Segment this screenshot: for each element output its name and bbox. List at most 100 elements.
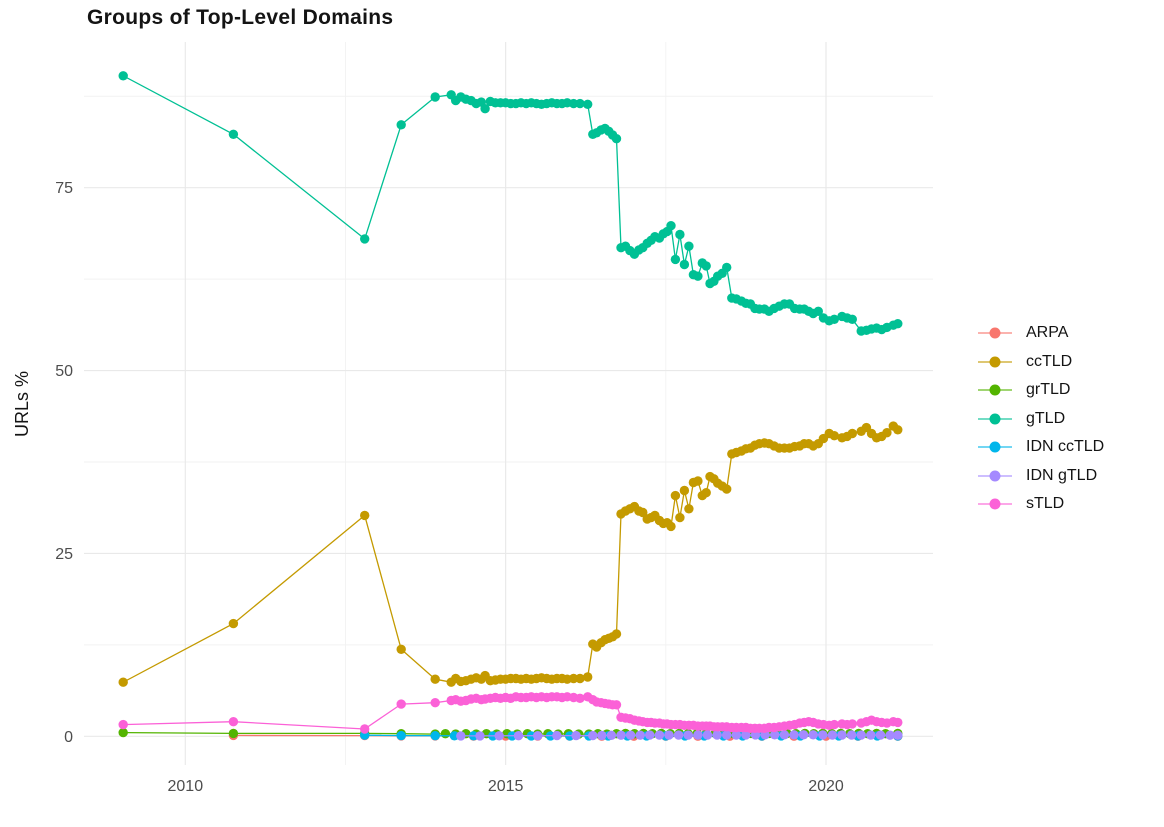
series-line [460,734,898,737]
data-point [701,488,711,498]
data-point [818,730,828,740]
data-point [893,717,903,728]
data-point [829,314,839,324]
legend-item-idn-gtld: IDN gTLD [978,465,1104,487]
legend-label: IDN gTLD [1026,466,1098,484]
data-point [741,730,751,740]
legend-key-point [989,327,1001,339]
data-point [837,730,847,740]
data-point [893,425,903,435]
data-point [789,730,799,740]
legend-label: IDN ccTLD [1026,438,1105,455]
data-point [856,730,866,740]
data-point [670,490,681,501]
data-point [847,314,857,324]
data-point [228,728,239,739]
data-point [611,629,622,639]
series-gtld [118,71,903,336]
legend-key-icon [978,470,1012,481]
data-point [396,699,406,709]
data-point [829,719,839,730]
data-point [575,693,585,703]
data-point [583,672,593,682]
y-tick-label: 25 [55,546,73,563]
data-point [846,730,857,740]
data-point [675,512,685,523]
series-idn-gtld [456,730,903,741]
data-point [654,730,665,740]
legend-item-grtld: grTLD [978,379,1104,401]
data-point [611,700,622,710]
data-point [722,484,732,494]
data-point [635,730,645,740]
legend-label: gTLD [1026,409,1066,427]
data-point [670,254,681,265]
data-point [430,731,440,741]
legend-item-cctld: ccTLD [978,351,1104,373]
data-point [430,698,440,708]
data-point [701,261,711,271]
y-tick-label: 0 [64,729,73,746]
data-point [625,730,636,740]
legend-key-point [989,441,1001,453]
data-point [829,431,839,441]
series-line [122,75,899,332]
data-point [360,234,370,244]
data-point [228,129,239,139]
y-tick-label: 75 [55,180,73,197]
x-tick-label: 2010 [168,778,204,795]
legend-key-icon [978,356,1012,367]
data-point [675,229,685,240]
data-point [118,677,128,687]
data-point [360,510,370,521]
data-point [813,306,823,316]
data-point [885,730,895,740]
data-point [847,719,857,729]
data-point [827,730,838,740]
data-point [588,730,598,741]
data-point [722,730,732,740]
data-point [396,644,406,654]
legend-key-point [989,413,1001,424]
data-point [616,730,626,740]
legend-label: ccTLD [1026,352,1073,370]
data-point [808,730,818,740]
legend-item-idn-cctld: IDN ccTLD [978,436,1104,458]
legend: ARPA ccTLD grTLD gTLD IDN ccTLD IDN gTLD sTLD [978,322,1104,515]
legend-key-icon [978,498,1012,510]
series-line [122,425,899,683]
data-point [611,134,622,144]
data-point [494,731,504,741]
data-point [666,221,676,231]
data-point [702,730,713,740]
legend-item-stld: sTLD [978,493,1104,515]
legend-key-point [989,470,1001,481]
data-point [228,717,239,727]
data-point [597,730,607,741]
legend-key-point [989,384,1001,396]
data-point [798,730,809,740]
legend-label: ARPA [1026,324,1069,341]
legend-item-gtld: gTLD [978,408,1104,430]
gridlines [84,42,933,765]
y-axis-title: URLs % [12,371,32,437]
data-point [693,730,703,740]
legend-key-icon [978,441,1012,453]
x-tick-label: 2015 [488,778,524,795]
data-point [575,673,585,684]
data-point [679,259,690,270]
data-point [693,476,703,486]
data-point [118,719,128,730]
axis-tick-labels: 0 25 50 75 2010 2015 2020 [55,180,844,795]
legend-key-point [989,356,1001,367]
legend-label: grTLD [1026,381,1071,398]
data-point [866,730,876,740]
data-point [893,319,903,329]
data-point [684,504,694,514]
legend-item-arpa: ARPA [978,322,1104,344]
data-point [606,730,617,740]
data-point [552,730,562,741]
data-point [666,521,676,532]
legend-label: sTLD [1026,495,1065,512]
